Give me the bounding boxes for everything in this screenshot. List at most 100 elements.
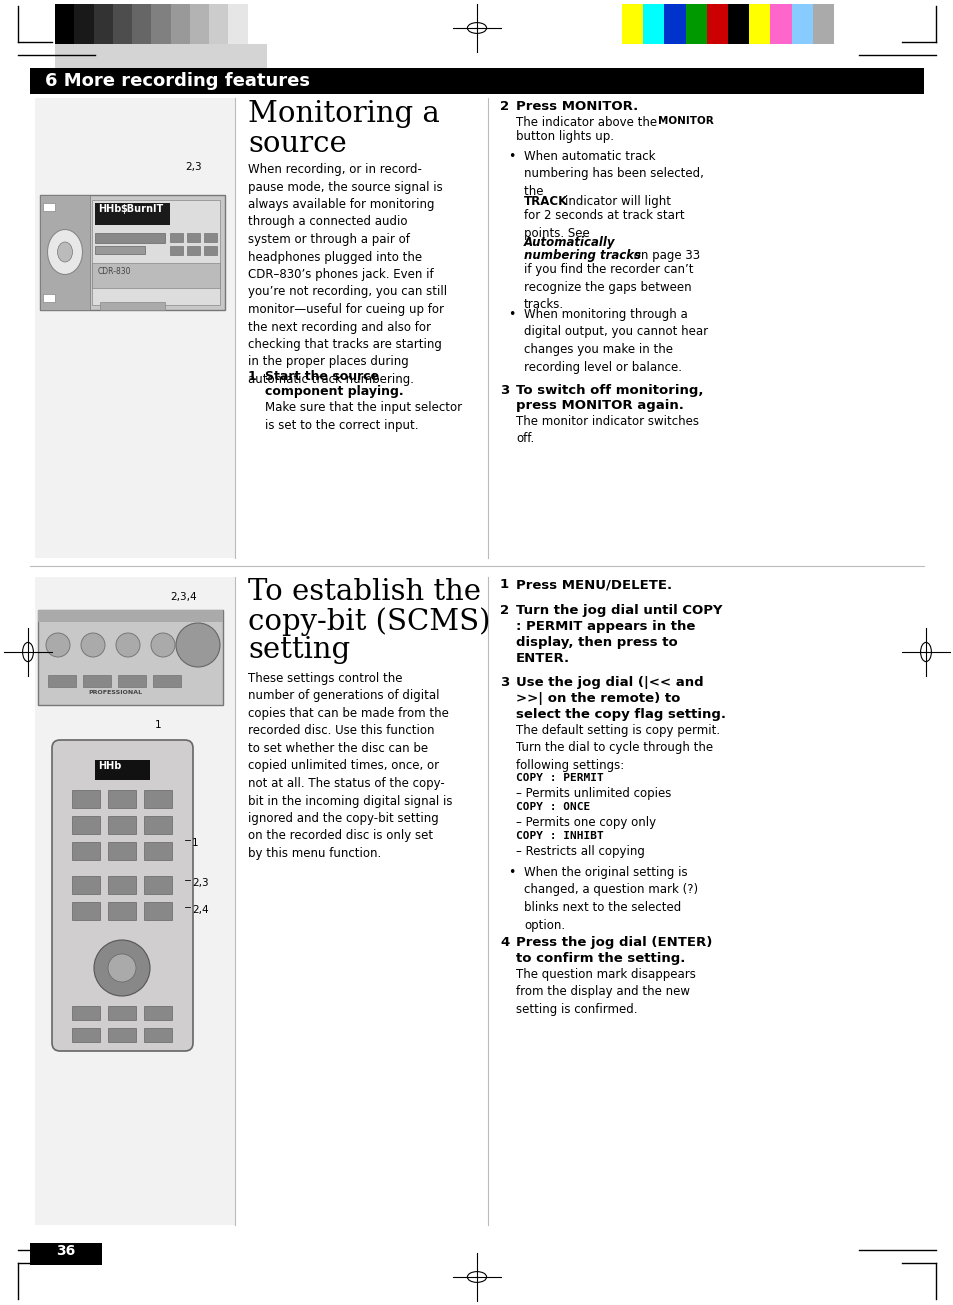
Bar [144, 1028, 172, 1041]
Bar [35, 577, 234, 1225]
Bar [108, 1028, 136, 1041]
Circle shape [94, 940, 150, 996]
Bar [40, 194, 90, 311]
Bar [48, 675, 76, 686]
Text: 2: 2 [499, 604, 509, 617]
Bar [727, 4, 748, 44]
Text: Start the source: Start the source [265, 371, 378, 382]
Bar [144, 902, 172, 920]
Bar [108, 876, 136, 894]
Text: To switch off monitoring,: To switch off monitoring, [516, 384, 702, 397]
Text: PROFESSIONAL: PROFESSIONAL [88, 690, 142, 696]
Text: >>| on the remote) to: >>| on the remote) to [516, 692, 679, 705]
Text: : PERMIT appears in the: : PERMIT appears in the [516, 620, 695, 633]
Bar [144, 876, 172, 894]
Text: Make sure that the input selector
is set to the correct input.: Make sure that the input selector is set… [265, 401, 461, 432]
Text: When the original setting is
changed, a question mark (?)
blinks next to the sel: When the original setting is changed, a … [523, 867, 698, 932]
Bar [35, 98, 234, 559]
Bar [171, 4, 190, 44]
Text: 2,3: 2,3 [192, 878, 209, 887]
Circle shape [81, 633, 105, 656]
Text: When automatic track
numbering has been selected,
the: When automatic track numbering has been … [523, 150, 703, 198]
Text: The monitor indicator switches
off.: The monitor indicator switches off. [516, 415, 699, 445]
Text: COPY : INHIBT: COPY : INHIBT [516, 831, 603, 840]
Circle shape [108, 954, 136, 981]
Text: COPY : PERMIT: COPY : PERMIT [516, 773, 603, 783]
Text: Automatically: Automatically [523, 236, 615, 249]
Text: When recording, or in record-
pause mode, the source signal is
always available : When recording, or in record- pause mode… [248, 163, 447, 386]
Text: 2,4: 2,4 [192, 904, 209, 915]
Bar [108, 902, 136, 920]
Text: on page 33: on page 33 [629, 249, 700, 262]
Text: Monitoring a: Monitoring a [248, 100, 439, 128]
Text: button lights up.: button lights up. [516, 130, 614, 144]
Bar [100, 301, 165, 311]
Bar [144, 1006, 172, 1021]
Text: •: • [507, 150, 515, 163]
Bar [71, 1028, 100, 1041]
Text: – Permits one copy only: – Permits one copy only [516, 816, 656, 829]
Text: 2,3: 2,3 [185, 162, 201, 172]
Text: setting: setting [248, 636, 350, 664]
Bar [91, 264, 220, 288]
Bar [91, 200, 220, 305]
Bar [71, 816, 100, 834]
Circle shape [151, 633, 174, 656]
Text: source: source [248, 130, 346, 158]
Bar [55, 4, 74, 44]
Bar [71, 842, 100, 860]
Bar [190, 4, 209, 44]
Text: HHb: HHb [98, 204, 121, 214]
Text: – Permits unlimited copies: – Permits unlimited copies [516, 787, 671, 800]
Text: The indicator above the: The indicator above the [516, 116, 660, 129]
Bar [71, 1006, 100, 1021]
Text: indicator will light: indicator will light [564, 194, 670, 207]
Bar [642, 4, 663, 44]
Bar [71, 790, 100, 808]
Text: 1: 1 [499, 578, 509, 591]
Bar [144, 790, 172, 808]
Text: to confirm the setting.: to confirm the setting. [516, 953, 684, 964]
Bar [791, 4, 812, 44]
Bar [95, 247, 145, 254]
Bar [748, 4, 770, 44]
Text: – Restricts all copying: – Restricts all copying [516, 846, 644, 857]
Bar [187, 247, 200, 254]
Bar [621, 4, 642, 44]
Bar [248, 4, 267, 44]
Bar [170, 247, 183, 254]
Bar [152, 4, 171, 44]
Text: display, then press to: display, then press to [516, 636, 677, 649]
Text: 6 More recording features: 6 More recording features [45, 72, 310, 90]
Bar [170, 234, 183, 241]
Text: MONITOR: MONITOR [658, 116, 713, 127]
Text: 1: 1 [248, 371, 256, 382]
Bar [187, 234, 200, 241]
Circle shape [46, 633, 70, 656]
Bar [95, 234, 165, 243]
Bar [108, 816, 136, 834]
Bar [706, 4, 727, 44]
Bar [43, 204, 55, 211]
Text: numbering tracks: numbering tracks [523, 249, 640, 262]
Bar [152, 675, 181, 686]
Text: 1: 1 [154, 720, 161, 729]
Bar [108, 842, 136, 860]
Text: ENTER.: ENTER. [516, 652, 570, 666]
Bar [95, 204, 170, 224]
Bar [74, 4, 93, 44]
Circle shape [175, 622, 220, 667]
Bar [112, 4, 132, 44]
Text: HHb: HHb [98, 761, 121, 771]
Bar [93, 4, 112, 44]
Text: Press the jog dial (ENTER): Press the jog dial (ENTER) [516, 936, 712, 949]
Text: The question mark disappears
from the display and the new
setting is confirmed.: The question mark disappears from the di… [516, 968, 695, 1017]
Bar [30, 68, 923, 94]
Bar [38, 609, 223, 705]
Text: 3: 3 [499, 384, 509, 397]
Text: To establish the: To establish the [248, 578, 480, 606]
Bar [204, 234, 216, 241]
Text: if you find the recorder can’t
recognize the gaps between
tracks.: if you find the recorder can’t recognize… [523, 264, 693, 311]
Bar [55, 44, 267, 68]
Text: Use the jog dial (|<< and: Use the jog dial (|<< and [516, 676, 703, 689]
